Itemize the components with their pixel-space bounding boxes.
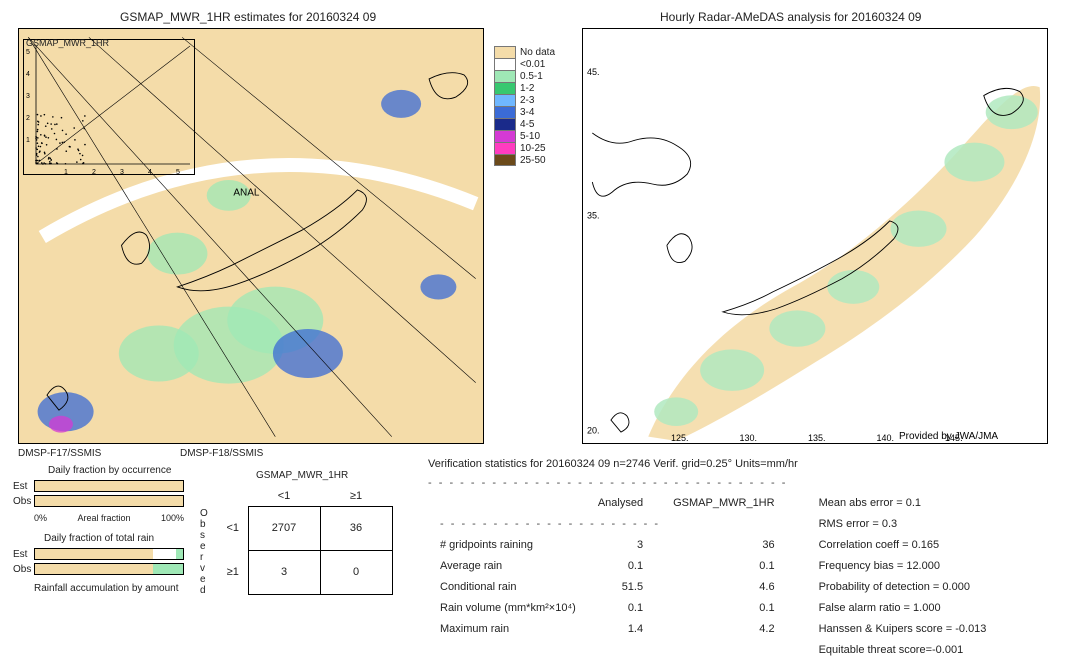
svg-text:2: 2 bbox=[92, 169, 96, 176]
svg-text:1: 1 bbox=[64, 169, 68, 176]
bars-occ-title: Daily fraction by occurrence bbox=[48, 465, 171, 476]
sat-label-2: DMSP-F18/SSMIS bbox=[180, 448, 263, 459]
svg-text:4: 4 bbox=[26, 71, 30, 78]
stats-table: AnalysedGSMAP_MWR_1HR- - - - - - - - - -… bbox=[428, 492, 787, 662]
svg-text:35.: 35. bbox=[587, 210, 600, 220]
svg-text:1: 1 bbox=[26, 137, 30, 144]
pct-0: 0% bbox=[34, 513, 47, 523]
svg-text:2: 2 bbox=[26, 115, 30, 122]
stats-block: Verification statistics for 20160324 09 … bbox=[428, 456, 1068, 662]
bars-rain-title: Daily fraction of total rain bbox=[44, 533, 154, 544]
bars-rain-sub: Rainfall accumulation by amount bbox=[34, 583, 179, 594]
svg-text:125.: 125. bbox=[671, 433, 689, 443]
bars-totalrain: EstObs bbox=[34, 548, 184, 578]
svg-text:45.: 45. bbox=[587, 67, 600, 77]
pct-100: 100% bbox=[161, 513, 184, 523]
svg-text:135.: 135. bbox=[808, 433, 826, 443]
svg-text:130.: 130. bbox=[739, 433, 757, 443]
left-map-title: GSMAP_MWR_1HR estimates for 20160324 09 bbox=[120, 10, 376, 24]
left-map-frame: ANALGSMAP_MWR_1HR1122334455 bbox=[18, 28, 484, 444]
dash1: - - - - - - - - - - - - - - - - - - - - … bbox=[428, 475, 1068, 492]
svg-text:4: 4 bbox=[148, 169, 152, 176]
svg-text:5: 5 bbox=[26, 49, 30, 56]
bars-occ-axis: 0% Areal fraction 100% bbox=[34, 513, 184, 523]
right-map-title: Hourly Radar-AMeDAS analysis for 2016032… bbox=[660, 10, 921, 24]
right-map-frame: 125.130.135.140.145.20.35.45.Provided by… bbox=[582, 28, 1048, 444]
metrics-table: Mean abs error = 0.1RMS error = 0.3Corre… bbox=[811, 492, 995, 662]
bars-occurrence: EstObs bbox=[34, 480, 184, 510]
svg-text:3: 3 bbox=[26, 93, 30, 100]
svg-text:3: 3 bbox=[120, 169, 124, 176]
sat-label-1: DMSP-F17/SSMIS bbox=[18, 448, 101, 459]
svg-text:140.: 140. bbox=[877, 433, 895, 443]
svg-text:ANAL: ANAL bbox=[233, 187, 260, 198]
stats-header: Verification statistics for 20160324 09 … bbox=[428, 456, 1068, 473]
color-legend: No data<0.010.5-11-22-33-44-55-1010-2525… bbox=[494, 46, 555, 166]
pct-mid: Areal fraction bbox=[77, 513, 130, 523]
svg-text:20.: 20. bbox=[587, 426, 600, 436]
svg-text:5: 5 bbox=[176, 169, 180, 176]
svg-text:Provided by JWA/JMA: Provided by JWA/JMA bbox=[899, 431, 998, 442]
ctable-title: GSMAP_MWR_1HR bbox=[256, 470, 348, 481]
contingency-table: Observed<1≥1<1270736≥130 bbox=[218, 486, 393, 595]
